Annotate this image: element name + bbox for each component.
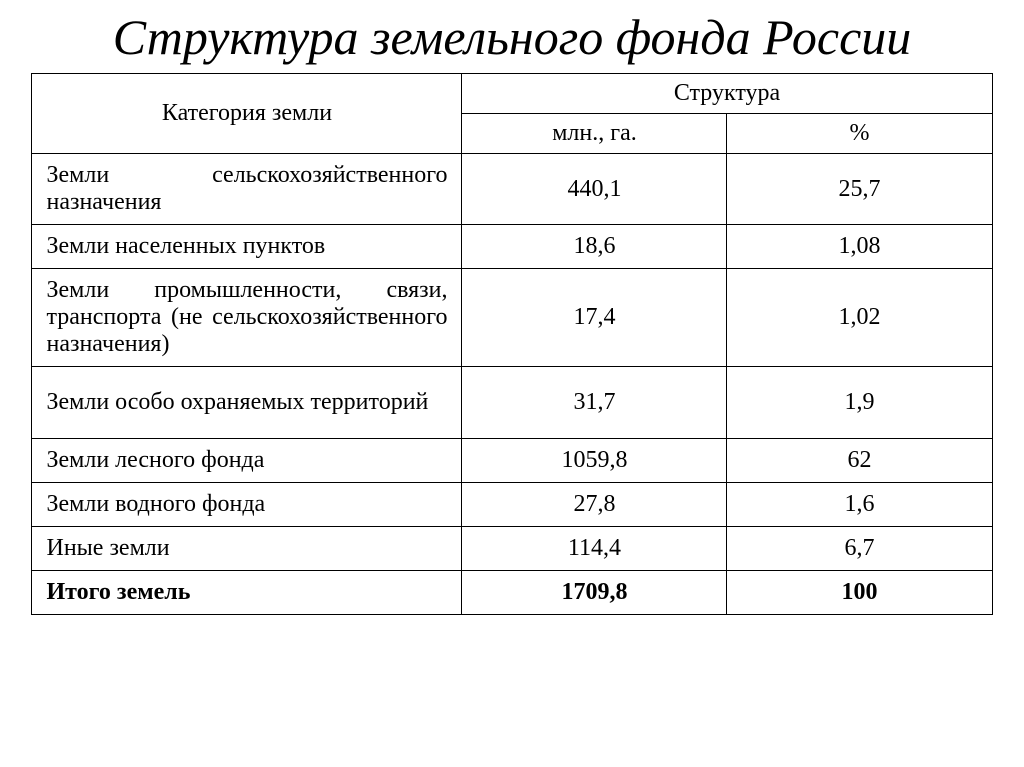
table-row: Земли сельскохозяйственного назначения 4… xyxy=(32,154,992,225)
header-mln-ha: млн., га. xyxy=(462,114,727,154)
cell-category: Иные земли xyxy=(32,527,462,571)
header-category: Категория земли xyxy=(32,74,462,154)
table-row: Земли особо охраняемых территорий 31,7 1… xyxy=(32,367,992,439)
header-percent: % xyxy=(727,114,992,154)
table-row-total: Итого земель 1709,8 100 xyxy=(32,571,992,615)
cell-percent: 1,6 xyxy=(727,483,992,527)
cell-mln-ha: 27,8 xyxy=(462,483,727,527)
cell-mln-ha: 114,4 xyxy=(462,527,727,571)
cell-mln-ha: 31,7 xyxy=(462,367,727,439)
table-row: Иные земли 114,4 6,7 xyxy=(32,527,992,571)
table-row: Земли лесного фонда 1059,8 62 xyxy=(32,439,992,483)
cell-category: Земли населенных пунктов xyxy=(32,225,462,269)
cell-category: Земли лесного фонда xyxy=(32,439,462,483)
cell-percent-total: 100 xyxy=(727,571,992,615)
cell-category-total: Итого земель xyxy=(32,571,462,615)
slide: Структура земельного фонда России Катего… xyxy=(0,0,1024,767)
cell-category: Земли промышленности, связи, транспорта … xyxy=(32,269,462,367)
cell-mln-ha: 1059,8 xyxy=(462,439,727,483)
table-row: Земли водного фонда 27,8 1,6 xyxy=(32,483,992,527)
cell-mln-ha: 440,1 xyxy=(462,154,727,225)
cell-mln-ha: 17,4 xyxy=(462,269,727,367)
cell-category: Земли сельскохозяйственного назначения xyxy=(32,154,462,225)
header-structure: Структура xyxy=(462,74,992,114)
table-header: Категория земли Структура млн., га. % xyxy=(32,74,992,154)
cell-category: Земли особо охраняемых территорий xyxy=(32,367,462,439)
land-structure-table: Категория земли Структура млн., га. % Зе… xyxy=(31,73,992,615)
cell-percent: 62 xyxy=(727,439,992,483)
table-body: Земли сельскохозяйственного назначения 4… xyxy=(32,154,992,615)
table-row: Земли промышленности, связи, транспорта … xyxy=(32,269,992,367)
cell-mln-ha: 18,6 xyxy=(462,225,727,269)
cell-percent: 6,7 xyxy=(727,527,992,571)
page-title: Структура земельного фонда России xyxy=(30,10,994,65)
cell-mln-ha-total: 1709,8 xyxy=(462,571,727,615)
cell-percent: 25,7 xyxy=(727,154,992,225)
cell-percent: 1,02 xyxy=(727,269,992,367)
table-row: Земли населенных пунктов 18,6 1,08 xyxy=(32,225,992,269)
cell-percent: 1,08 xyxy=(727,225,992,269)
cell-category: Земли водного фонда xyxy=(32,483,462,527)
cell-percent: 1,9 xyxy=(727,367,992,439)
